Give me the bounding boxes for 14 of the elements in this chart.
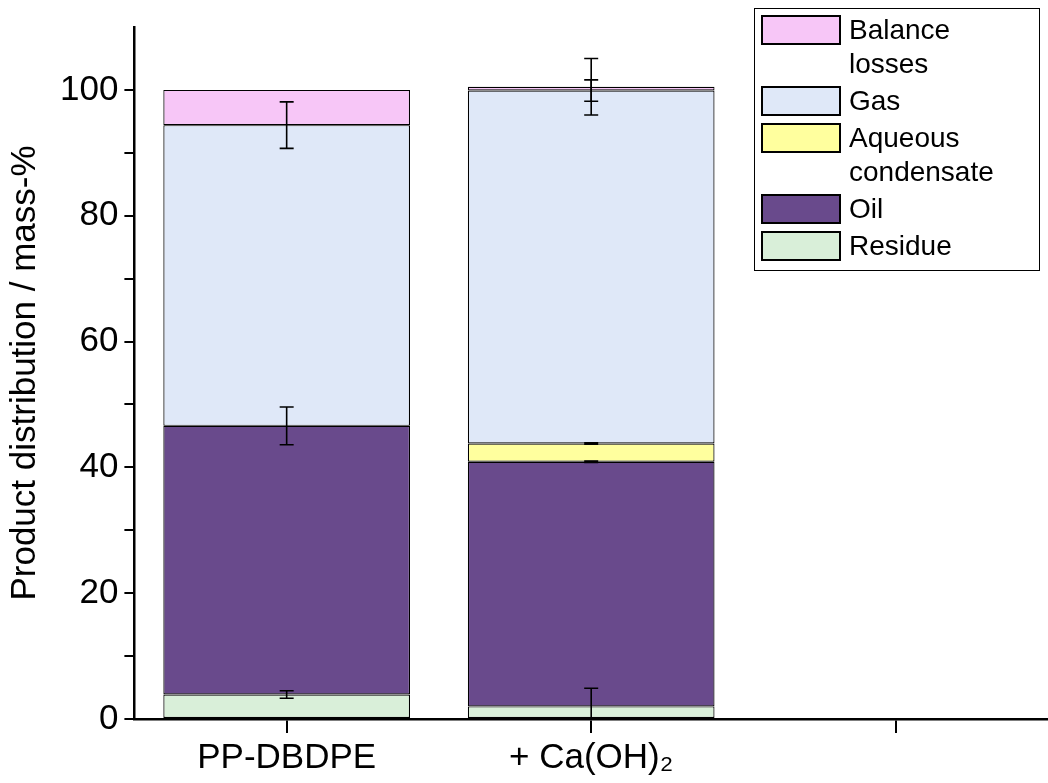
legend-label: Oil: [849, 192, 885, 226]
y-axis-title: Product distribution / mass-%: [2, 145, 42, 601]
y-tick-label: 20: [79, 570, 119, 610]
legend-label: Residue: [849, 229, 953, 263]
legend-label: Aqueous condensate: [849, 121, 995, 189]
y-tick-label: 0: [98, 696, 119, 736]
y-tick-label: 60: [79, 319, 119, 359]
legend-label: Balance losses: [849, 13, 952, 81]
y-tick-label: 80: [79, 193, 119, 233]
x-tick-label: PP-DBDPE: [197, 735, 377, 775]
y-tick-label: 100: [59, 67, 119, 107]
y-tick-label: 40: [79, 445, 119, 485]
x-tick-label: + Ca(OH)₂: [509, 735, 674, 775]
legend-label: Gas: [849, 84, 902, 118]
